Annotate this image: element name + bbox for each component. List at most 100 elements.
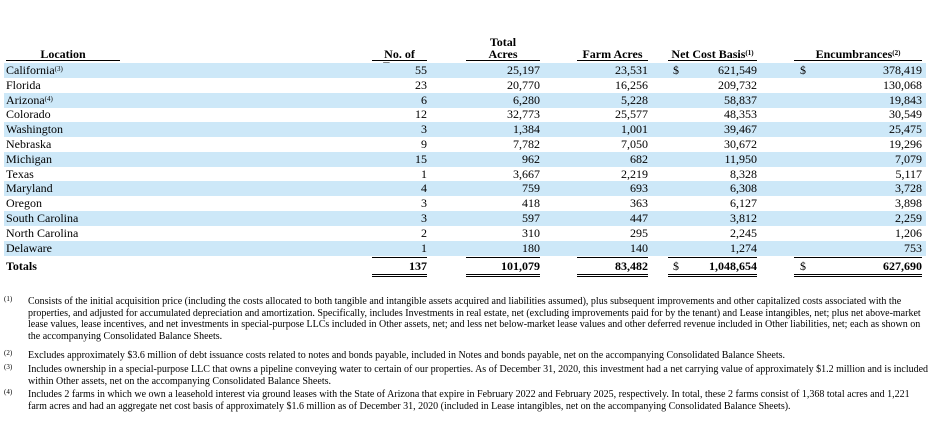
farms: 23 xyxy=(415,77,427,92)
cell: 101,079 xyxy=(501,259,540,274)
farms: 2 xyxy=(421,225,427,240)
cell: 3,728 xyxy=(895,181,922,196)
column-header: Total xyxy=(466,36,540,48)
column-header-text: Farm Acres xyxy=(582,47,643,61)
farms: 6 xyxy=(421,92,427,107)
header-underline xyxy=(794,60,922,61)
encumbrances: 19,296 xyxy=(889,137,922,151)
header-underline xyxy=(6,60,120,61)
footnote-text: Includes ownership in a special-purpose … xyxy=(28,364,929,387)
cell: Nebraska xyxy=(6,137,51,152)
cell: Totals xyxy=(6,259,37,274)
net-cost-basis: 1,274 xyxy=(730,240,757,255)
total-acres: 6,280 xyxy=(513,92,540,107)
cell: 962 xyxy=(522,152,540,167)
location: Michigan xyxy=(6,151,52,166)
total-rule xyxy=(577,257,648,259)
total-acres: 1,384 xyxy=(513,122,540,137)
farm-acres: 23,531 xyxy=(615,63,648,77)
cell: 682 xyxy=(630,152,648,167)
farms: 1 xyxy=(421,240,427,255)
encumbrances: 2,259 xyxy=(895,211,922,225)
cell: 2,219 xyxy=(621,167,648,182)
location: Nebraska xyxy=(6,137,52,151)
header-note: (2) xyxy=(892,49,901,57)
net-cost-basis: 621,549 xyxy=(718,63,757,77)
total-acres: 759 xyxy=(522,181,540,196)
cell: 4 xyxy=(421,181,427,196)
total-acres: 25,197 xyxy=(507,63,540,77)
net-cost-basis: 1,048,654 xyxy=(709,259,757,274)
cell: 32,773 xyxy=(507,107,540,122)
footnote: (1) Consists of the initial acquisition p… xyxy=(0,295,929,342)
total-rule xyxy=(794,257,922,259)
encumbrances: 753 xyxy=(904,240,922,255)
location: Florida xyxy=(6,77,41,92)
cell: Arizona(4) xyxy=(6,93,53,108)
cell: 9 xyxy=(421,137,427,152)
header-underline xyxy=(577,60,648,61)
encumbrances: 25,475 xyxy=(889,122,922,137)
farm-acres: 5,228 xyxy=(621,92,648,107)
net-cost-basis: 6,308 xyxy=(730,181,757,196)
cell: 363 xyxy=(630,196,648,211)
cell: 3,898 xyxy=(895,196,922,211)
total-acres: 3,667 xyxy=(513,166,540,181)
encumbrances: 5,117 xyxy=(895,166,922,181)
cell: 3 xyxy=(421,211,427,226)
cell: 23 xyxy=(415,78,427,93)
total-rule xyxy=(466,257,540,259)
net-cost-basis: 209,732 xyxy=(718,77,757,92)
total-acres: 180 xyxy=(522,240,540,255)
cell: 25,475 xyxy=(889,122,922,137)
cell: 295 xyxy=(630,226,648,241)
cell: 140 xyxy=(630,241,648,256)
farm-acres: 2,219 xyxy=(621,166,648,181)
cell: 15 xyxy=(415,152,427,167)
footnote-text: Consists of the initial acquisition pric… xyxy=(28,296,921,342)
total-double-rule xyxy=(668,274,757,278)
encumbrances: 627,690 xyxy=(883,259,922,274)
cell: Texas xyxy=(6,167,34,182)
location: Totals xyxy=(6,259,37,274)
farm-acres: 295 xyxy=(630,225,648,240)
total-double-rule xyxy=(794,274,922,278)
total-acres: 7,782 xyxy=(513,137,540,151)
location: Colorado xyxy=(6,107,51,122)
farm-acres: 7,050 xyxy=(621,137,648,151)
cell: 621,549 xyxy=(718,63,757,78)
currency-symbol: $ xyxy=(673,259,679,274)
encumbrances: 130,068 xyxy=(883,77,922,92)
location: Texas xyxy=(6,166,34,181)
cell: 23,531 xyxy=(615,63,648,78)
cell: 6,280 xyxy=(513,93,540,108)
encumbrances: 30,549 xyxy=(889,107,922,122)
total-double-rule xyxy=(372,274,427,278)
cell: 1 xyxy=(421,241,427,256)
cell: 6,308 xyxy=(730,181,757,196)
column-header: Location xyxy=(6,48,120,60)
cell: 6,127 xyxy=(730,196,757,211)
net-cost-basis: 6,127 xyxy=(730,196,757,211)
cell: 30,672 xyxy=(724,137,757,152)
cell: 25,197 xyxy=(507,63,540,78)
cell: 597 xyxy=(522,211,540,226)
currency-symbol: $ xyxy=(673,63,679,77)
farms: 1 xyxy=(421,166,427,181)
footnote-text: Excludes approximately $3.6 million of d… xyxy=(28,350,786,361)
farms: 3 xyxy=(421,196,427,211)
cell: 1,206 xyxy=(895,226,922,241)
cell: 1,384 xyxy=(513,122,540,137)
location: Delaware xyxy=(6,240,52,255)
cell: 5,228 xyxy=(621,93,648,108)
cell: 137 xyxy=(409,259,427,274)
cell: 2,259 xyxy=(895,211,922,226)
farms: 4 xyxy=(421,181,427,196)
cell: 19,296 xyxy=(889,137,922,152)
column-header-text: Net Cost Basis xyxy=(671,47,746,61)
footnote: (3) Includes ownership in a special-purpo… xyxy=(0,363,929,387)
header-note: (1) xyxy=(745,49,754,57)
net-cost-basis: 3,812 xyxy=(730,211,757,225)
location: North Carolina xyxy=(6,225,79,240)
encumbrances: 3,898 xyxy=(895,196,922,211)
